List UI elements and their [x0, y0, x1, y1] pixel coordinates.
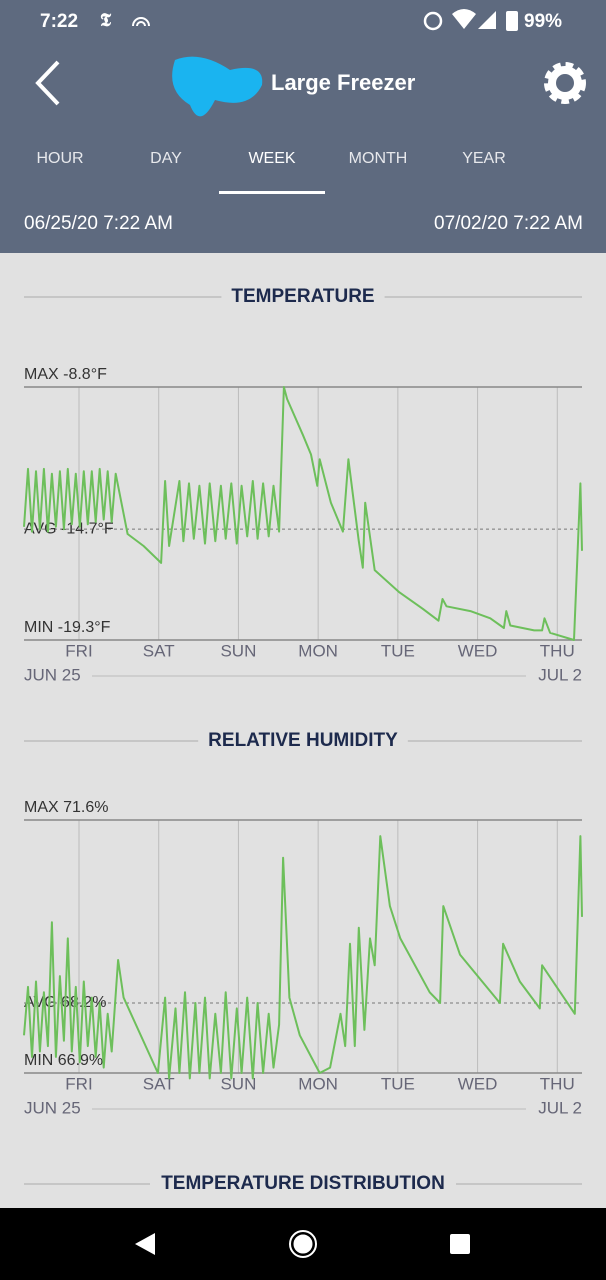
tab[interactable]: MONTH: [349, 150, 408, 167]
device-title: Large Freezer: [271, 70, 416, 95]
x-tick-label: SAT: [143, 1074, 175, 1093]
charts: TEMPERATURE FRI SAT SUN MON TUE WED THU MAX -8.8…: [23, 283, 583, 1117]
x-tick-label: MON: [298, 1074, 338, 1093]
settings-button[interactable]: [544, 62, 586, 104]
tab[interactable]: HOUR: [36, 150, 83, 167]
redaction: [172, 56, 263, 117]
battery-level: 99%: [524, 11, 562, 32]
range-label: JUN 25: [24, 665, 81, 684]
x-tick-label: FRI: [65, 1074, 92, 1093]
chart-title-bg: [221, 283, 385, 311]
tab-indicator: [219, 191, 325, 194]
y-tick-label: MIN -19.3°F: [24, 619, 111, 636]
y-tick-label: AVG -14.7°F: [24, 520, 114, 537]
x-tick-label: TUE: [381, 1074, 415, 1093]
x-tick-label: WED: [458, 641, 498, 660]
x-tick-label: THU: [540, 641, 575, 660]
section-title-bg: [150, 1170, 456, 1198]
battery-icon: [506, 11, 518, 31]
tab-bar: HOUR DAY WEEK MONTH YEAR: [36, 150, 506, 194]
nav-home[interactable]: [290, 1231, 316, 1257]
chart-title: RELATIVE HUMIDITY: [208, 730, 398, 751]
x-tick-label: FRI: [65, 641, 92, 660]
x-tick-label: WED: [458, 1074, 498, 1093]
alarm-icon: [423, 11, 443, 31]
section-title: TEMPERATURE DISTRIBUTION: [161, 1173, 445, 1194]
y-tick-label: MAX -8.8°F: [24, 366, 107, 383]
nav-back[interactable]: [135, 1233, 155, 1255]
x-tick-label: SAT: [143, 641, 175, 660]
range-label: JUL 2: [538, 1098, 582, 1117]
back-button[interactable]: [35, 60, 60, 106]
x-tick-label: TUE: [381, 641, 415, 660]
x-tick-label: THU: [540, 1074, 575, 1093]
data-line: [23, 386, 583, 641]
range-end: 07/02/20 7:22 AM: [434, 213, 583, 234]
range-label: JUN 25: [24, 1098, 81, 1117]
status-icon: [132, 17, 150, 27]
tab[interactable]: DAY: [150, 150, 182, 167]
wifi-icon: [452, 9, 476, 29]
data-line: [23, 835, 583, 1080]
range-label: JUL 2: [538, 665, 582, 684]
tab[interactable]: YEAR: [462, 150, 506, 167]
signal-icon: [478, 11, 496, 29]
tab[interactable]: WEEK: [248, 150, 295, 167]
header-bg: [0, 0, 606, 253]
range-start: 06/25/20 7:22 AM: [24, 213, 173, 234]
x-tick-label: MON: [298, 641, 338, 660]
nav-home-ring: [289, 1230, 317, 1258]
status-icon: 𝕿: [100, 10, 112, 30]
status-time: 7:22: [40, 11, 78, 32]
y-tick-label: MIN 66.9%: [24, 1052, 103, 1069]
x-tick-label: SUN: [220, 1074, 256, 1093]
nav-recents[interactable]: [450, 1234, 470, 1254]
y-tick-label: MAX 71.6%: [24, 799, 108, 816]
chart-title: TEMPERATURE: [231, 286, 374, 307]
chart-title-bg: [198, 727, 408, 755]
x-tick-label: SUN: [220, 641, 256, 660]
